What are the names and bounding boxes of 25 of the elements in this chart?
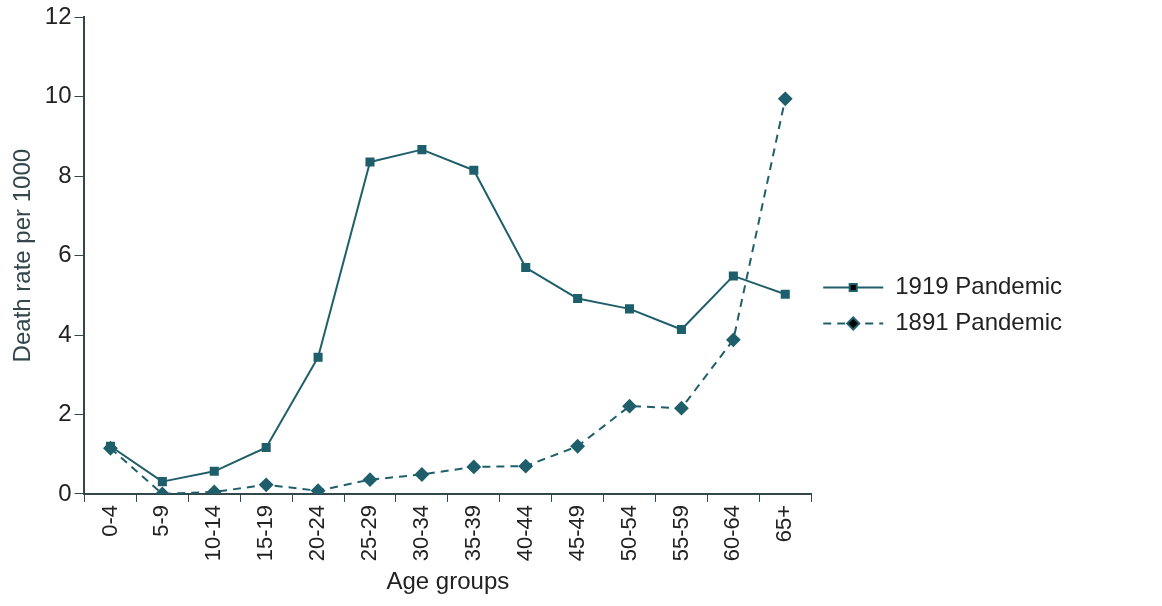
y-tick-label: 10 [44,81,72,109]
x-tick-label: 60-64 [719,504,745,562]
x-tick-label: 25-29 [356,504,382,562]
y-tick-label: 12 [44,2,72,30]
y-tick-label: 0 [58,478,72,506]
x-tick-label: 50-54 [615,504,641,562]
y-tick-label: 8 [58,160,72,188]
x-tick-label: 45-49 [563,504,589,562]
x-tick-label: 40-44 [511,504,537,562]
y-tick-label: 2 [58,399,72,427]
x-tick-label: 30-34 [407,504,433,562]
x-tick-label: 5-9 [148,504,174,537]
x-tick-label: 0-4 [96,504,122,537]
x-axis-title: Age groups [386,567,510,595]
legend-label: 1919 Pandemic [895,272,1062,300]
x-tick-label: 35-39 [459,504,485,562]
y-tick-label: 6 [58,240,72,268]
y-tick-label: 4 [58,319,72,347]
x-tick-label: 15-19 [252,504,278,562]
x-tick-label: 55-59 [667,504,693,562]
x-tick-label: 20-24 [304,504,330,562]
y-axis-title: Death rate per 1000 [8,148,36,363]
x-tick-label: 65+ [771,504,797,543]
x-tick-label: 10-14 [200,504,226,562]
legend-label: 1891 Pandemic [895,308,1062,336]
